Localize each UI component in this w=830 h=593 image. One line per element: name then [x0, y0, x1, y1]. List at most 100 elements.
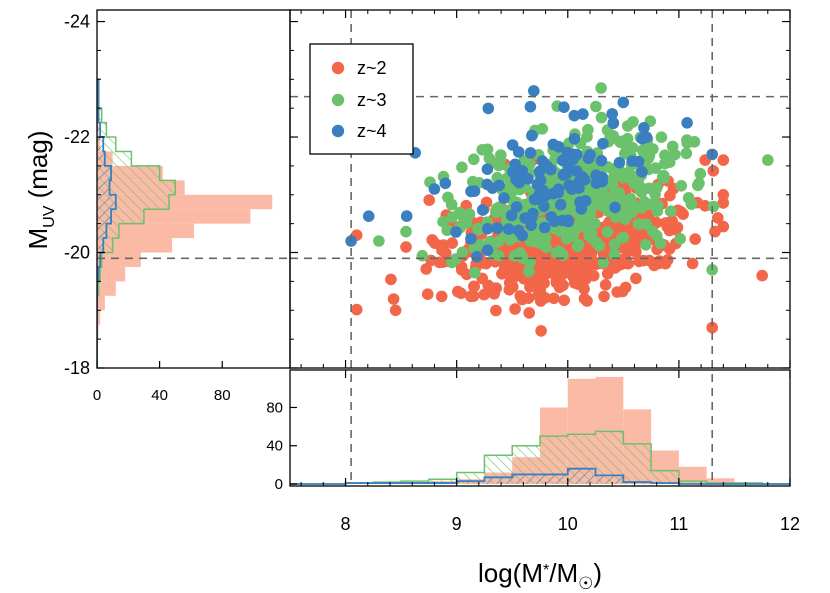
scatter-point-z3 — [659, 149, 671, 161]
scatter-point-z4 — [528, 193, 541, 206]
scatter-point-z4 — [510, 201, 523, 213]
hist-x-tick-label: 0 — [93, 387, 101, 404]
scatter-point-z4 — [577, 108, 589, 120]
scatter-point-z3 — [664, 205, 677, 217]
scatter-point-z2 — [510, 260, 522, 273]
scatter-point-z3 — [523, 265, 535, 278]
y-axis-title: MUV (mag) — [23, 130, 58, 249]
scatter-point-z4 — [545, 163, 557, 176]
scatter-point-z3 — [469, 266, 481, 279]
scatter-point-z3 — [640, 239, 652, 251]
y-tick-label: -20 — [64, 243, 90, 263]
scatter-point-z2 — [558, 294, 570, 307]
scatter-point-z4 — [506, 139, 519, 151]
scatter-point-z3 — [654, 237, 667, 250]
scatter-point-z2 — [686, 257, 699, 270]
bottom-panel-frame — [289, 369, 791, 487]
scatter-point-z3 — [595, 82, 607, 94]
scatter-point-z2 — [620, 257, 633, 270]
scatter-point-z3 — [524, 256, 536, 269]
scatter-point-z3 — [567, 230, 579, 242]
axis-ticks: 8 9 10 11 12 -18 -20 -22 -24 0 40 80 0 40 80 — [64, 10, 800, 534]
scatter-point-z2 — [717, 154, 730, 166]
x-tick-label: 8 — [341, 514, 351, 534]
legend-marker-z2 — [331, 61, 345, 75]
histogram-bar-z2 — [97, 295, 105, 311]
histogram-bar-z2 — [706, 478, 735, 484]
scatter-point-z2 — [643, 254, 656, 267]
scatter-point-z4 — [491, 222, 504, 234]
scatter-point-z4 — [547, 138, 560, 151]
scatter-point-z2 — [535, 325, 547, 337]
scatter-point-z3 — [685, 198, 698, 210]
legend: z~2 z~3 z~4 — [309, 43, 414, 155]
scatter-point-z2 — [675, 206, 687, 218]
scatter-point-z2 — [534, 295, 547, 307]
scatter-point-z4 — [465, 232, 477, 245]
scatter-point-z3 — [624, 196, 637, 208]
scatter-point-z3 — [597, 256, 610, 269]
scatter-point-z4 — [562, 215, 575, 228]
reference-lines — [97, 10, 790, 486]
scatter-point-z4 — [471, 250, 483, 263]
scatter-point-z3 — [613, 188, 625, 201]
scatter-point-z4 — [566, 183, 578, 195]
scatter-point-z3 — [658, 169, 670, 182]
y-tick-label: -24 — [64, 12, 90, 32]
scatter-point-z3 — [608, 238, 621, 251]
hist-x-tick-label: 40 — [151, 387, 168, 404]
scatter-point-z4 — [632, 155, 645, 168]
scatter-point-z2 — [664, 189, 676, 202]
scatter-point-z4 — [476, 204, 489, 216]
y-tick-label: -22 — [64, 127, 90, 147]
histogram-step-z3 — [290, 430, 790, 485]
scatter-point-z4 — [595, 173, 608, 186]
bottom-histogram-panel — [290, 376, 790, 485]
histogram-bar-z2 — [97, 238, 173, 253]
histogram-bar-z2 — [97, 223, 195, 239]
scatter-point-z2 — [540, 258, 552, 270]
scatter-point-z4 — [481, 178, 494, 191]
scatter-point-z2 — [490, 304, 502, 317]
scatter-point-z3 — [490, 206, 502, 219]
scatter-point-z3 — [617, 172, 629, 184]
scatter-point-z3 — [468, 153, 480, 166]
scatter-point-z2 — [426, 234, 439, 246]
histogram-step-z4 — [97, 78, 117, 368]
scatter-point-z4 — [468, 185, 481, 197]
legend-label-z3: z~3 — [357, 90, 387, 110]
scatter-point-z4 — [554, 198, 567, 211]
scatter-point-z3 — [608, 248, 621, 261]
scatter-point-z2 — [717, 197, 730, 209]
scatter-point-z2 — [523, 307, 535, 319]
scatter-point-z3 — [651, 182, 663, 194]
scatter-point-z4 — [545, 211, 558, 223]
x-tick-label: 9 — [452, 514, 462, 534]
scatter-point-z2 — [387, 293, 400, 305]
scatter-point-z3 — [463, 208, 476, 220]
scatter-point-z3 — [476, 144, 489, 156]
scatter-point-z4 — [576, 171, 589, 183]
scatter-point-z3 — [456, 246, 469, 259]
scatter-point-z4 — [505, 209, 518, 222]
scatter-point-z2 — [671, 221, 684, 234]
scatter-point-z4 — [527, 207, 539, 220]
scatter-points — [345, 82, 774, 337]
hist-y-tick-label: 80 — [266, 399, 283, 416]
scatter-point-z4 — [597, 137, 609, 150]
scatter-point-z3 — [621, 120, 634, 132]
scatter-point-z3 — [669, 148, 681, 161]
scatter-point-z3 — [571, 240, 584, 253]
scatter-point-z4 — [681, 117, 693, 129]
scatter-point-z4 — [557, 169, 570, 181]
scatter-point-z2 — [661, 220, 673, 233]
scatter-point-z4 — [524, 100, 537, 113]
panel-frames — [96, 9, 791, 487]
scatter-point-z2 — [712, 212, 724, 224]
scatter-point-z2 — [478, 288, 490, 301]
scatter-point-z3 — [632, 218, 645, 230]
x-tick-label: 12 — [780, 514, 800, 534]
scatter-point-z3 — [596, 199, 608, 212]
scatter-point-z2 — [468, 280, 481, 293]
